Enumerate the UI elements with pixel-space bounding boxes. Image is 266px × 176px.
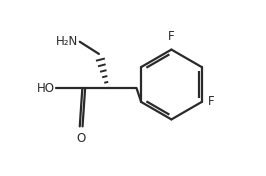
Text: H₂N: H₂N [56,35,78,48]
Text: F: F [208,95,214,108]
Text: O: O [77,132,86,145]
Text: F: F [168,30,175,43]
Text: HO: HO [36,81,55,95]
